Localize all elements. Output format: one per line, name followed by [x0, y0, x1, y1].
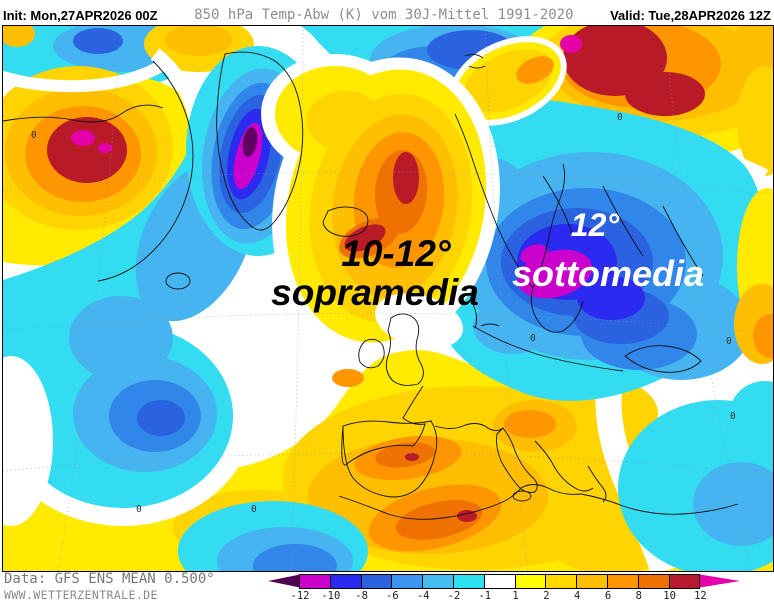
svg-text:0: 0: [726, 336, 732, 347]
scale-tick-label: 4: [574, 590, 581, 602]
data-source-label: Data: GFS ENS MEAN 0.500°: [4, 571, 215, 587]
map-annotations: 10-12° sopramedia 12° sottomedia: [271, 207, 704, 313]
scale-right-arrow: [700, 574, 740, 588]
scale-tick-label: -8: [355, 590, 368, 602]
contour-labels: 0 0 0 0 0 0 0: [31, 112, 736, 515]
scale-tick-label: -6: [386, 590, 399, 602]
scale-segment: [423, 575, 454, 588]
scale-segments: [299, 574, 701, 589]
scale-segment: [638, 575, 670, 588]
scale-segment: [607, 575, 639, 588]
annotation-cold-line1: 12°: [571, 207, 620, 243]
anomaly-map: 0 0 0 0 0 0 0 10-12° sopramedia 12° sott…: [3, 26, 773, 571]
scale-tick-label: -1: [478, 590, 492, 602]
warm-region-svalbard: [449, 36, 567, 126]
zero-band-topleft: [3, 60, 165, 93]
cold-region-egypt: [618, 381, 773, 571]
scale-tick-label: 1: [512, 590, 519, 602]
graticule: [3, 26, 773, 571]
scale-tick-label: -10: [321, 590, 341, 602]
scale-tick-label: 2: [543, 590, 550, 602]
scale-segment: [669, 575, 700, 588]
zero-band-england: [375, 293, 463, 349]
annotation-cold-line2: sottomedia: [512, 253, 704, 294]
title-bar: Init: Mon,27APR2026 00Z 850 hPa Temp-Abw…: [2, 0, 772, 24]
scale-segment: [484, 575, 516, 588]
cold-region-east-europe: [413, 99, 765, 401]
scale-tick-label: -12: [290, 590, 310, 602]
scale-tick-label: 6: [604, 590, 612, 602]
scale-tick-label: 8: [635, 590, 642, 602]
scale-segment: [392, 575, 424, 588]
warm-region-northeast: [506, 26, 773, 176]
scale-tick-label: 12: [694, 590, 707, 602]
warm-strip-right-edge: [734, 188, 773, 364]
coastlines: [3, 51, 739, 520]
scale-tick-label: 10: [663, 590, 676, 602]
svg-text:0: 0: [617, 112, 623, 123]
page-title: 850 hPa Temp-Abw (K) vom 30J-Mittel 1991…: [194, 7, 574, 23]
annotation-warm-line1: 10-12°: [341, 233, 451, 274]
init-label: Init: Mon,27APR2026 00Z: [3, 8, 158, 23]
scale-tick-label: -4: [416, 590, 430, 602]
color-scale-legend: -12 -10 -8 -6 -4 -2 -1 1 2 4 6 8 10 12: [268, 574, 770, 603]
footer: Data: GFS ENS MEAN 0.500° WWW.WETTERZENT…: [2, 571, 772, 603]
svg-text:0: 0: [730, 411, 736, 422]
website-label: WWW.WETTERZENTRALE.DE: [4, 588, 158, 602]
scale-segment: [361, 575, 393, 588]
scale-segment: [300, 575, 331, 588]
zero-band-azores: [3, 356, 53, 526]
scale-segment: [453, 575, 485, 588]
scale-left-arrow: [268, 574, 300, 588]
scale-segment: [515, 575, 547, 588]
scale-segment: [577, 575, 608, 588]
annotation-warm-line2: sopramedia: [271, 272, 479, 313]
scale-segment: [546, 575, 578, 588]
svg-text:0: 0: [530, 333, 536, 344]
svg-text:0: 0: [31, 130, 37, 141]
scale-tick-label: -2: [447, 590, 461, 602]
map-canvas: 0 0 0 0 0 0 0 10-12° sopramedia 12° sott…: [2, 25, 774, 572]
scale-segment: [330, 575, 362, 588]
svg-text:0: 0: [136, 504, 142, 515]
valid-label: Valid: Tue,28APR2026 12Z: [610, 8, 771, 23]
warm-region-atlantic-tongue: [261, 54, 500, 355]
svg-text:0: 0: [251, 504, 257, 515]
